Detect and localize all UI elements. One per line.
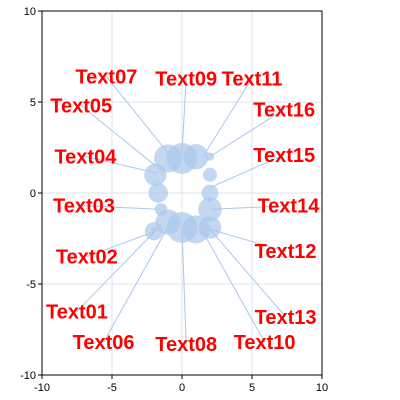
- callout-label: Text02: [56, 247, 118, 269]
- leader-line: [181, 229, 187, 345]
- callout-label: Text07: [75, 67, 137, 89]
- y-tick-label: -5: [26, 279, 36, 291]
- bubble-points: [144, 143, 222, 244]
- x-tick-label: 5: [249, 382, 255, 394]
- callout-labels: Text01 Text02 Text03 Text04 Text05 Text06 Text…: [46, 67, 320, 357]
- leader-line: [201, 229, 266, 343]
- bubble-point: [201, 184, 219, 202]
- callout-label: Text15: [253, 145, 315, 167]
- leader-line: [209, 205, 289, 210]
- bubble-point: [183, 144, 209, 170]
- leader-line: [106, 76, 170, 156]
- x-tick-label: -10: [34, 382, 50, 394]
- bubble-point: [154, 203, 168, 216]
- axis-ticks: -10 -5 0 5 10 -10 -5 0 5 10: [20, 6, 328, 394]
- bubble-point: [148, 183, 168, 203]
- leader-line: [85, 156, 157, 174]
- callout-label: Text12: [255, 241, 317, 263]
- callout-label: Text13: [255, 307, 317, 329]
- callout-label: Text08: [155, 334, 217, 356]
- leader-line: [209, 228, 286, 252]
- leader-line: [86, 230, 156, 258]
- y-tick-label: 5: [30, 97, 36, 109]
- leader-line: [209, 154, 285, 188]
- callout-label: Text01: [46, 301, 108, 323]
- y-tick-label: 10: [24, 6, 36, 18]
- bubble-point: [198, 216, 222, 239]
- callout-label: Text05: [50, 96, 112, 118]
- bubble-point: [205, 152, 215, 161]
- callout-label: Text04: [54, 147, 117, 169]
- bubble-point: [203, 167, 217, 182]
- callout-label: Text03: [53, 196, 115, 218]
- x-tick-label: 0: [179, 382, 185, 394]
- leader-line: [181, 78, 187, 153]
- y-tick-label: -10: [20, 370, 36, 382]
- bubble-point: [198, 197, 222, 222]
- callout-label: Text09: [155, 68, 217, 90]
- leader-line: [83, 205, 162, 210]
- callout-label: Text10: [234, 332, 296, 354]
- x-tick-label: -5: [107, 382, 117, 394]
- leader-line: [209, 108, 285, 158]
- callout-label: Text11: [222, 68, 283, 90]
- callout-label: Text16: [253, 99, 315, 121]
- leader-lines: [76, 76, 289, 345]
- leader-line: [202, 78, 253, 157]
- leader-line: [80, 105, 156, 167]
- leader-line: [103, 229, 168, 343]
- x-tick-label: 10: [316, 382, 328, 394]
- bubble-point: [151, 226, 157, 233]
- callout-label: Text14: [257, 196, 320, 218]
- callout-label: Text06: [73, 332, 135, 354]
- leader-line: [209, 229, 286, 318]
- leader-line: [76, 229, 158, 312]
- y-tick-label: 0: [30, 188, 36, 200]
